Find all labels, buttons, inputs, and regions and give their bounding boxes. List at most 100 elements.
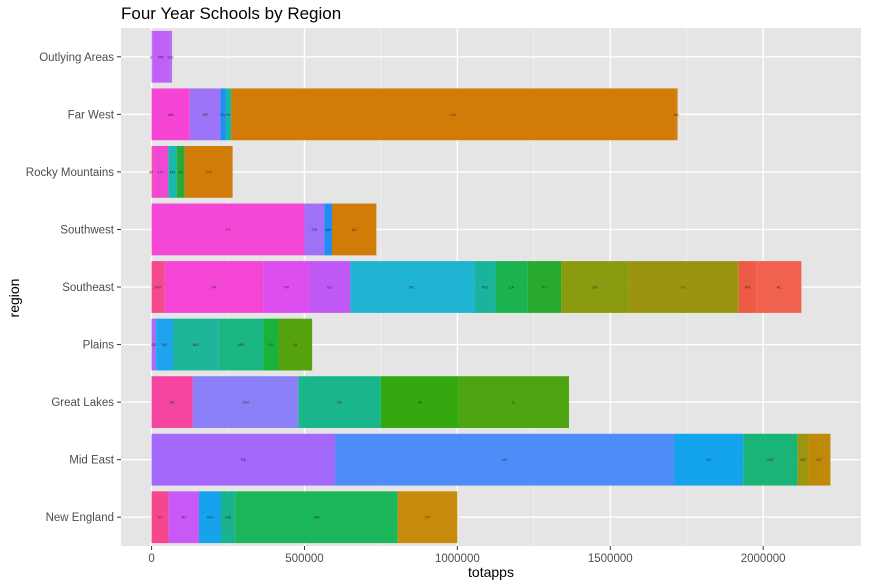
bar-segment	[674, 433, 744, 486]
bar-segment	[151, 30, 153, 83]
bar-segment-label: TN	[283, 285, 288, 290]
bar-segment	[263, 261, 310, 313]
bar-segment	[164, 261, 264, 313]
bar-segment-label: NH	[207, 515, 213, 520]
bar-segment	[263, 318, 279, 371]
y-tick-label: New England	[46, 512, 114, 524]
x-tick-label: 1500000	[588, 553, 633, 565]
bar-segment-label: AZ	[352, 227, 358, 232]
x-tick-label: 0	[148, 553, 154, 565]
bar-segment	[169, 30, 173, 83]
bar-segment	[561, 261, 629, 313]
y-tick-label: Mid East	[69, 455, 115, 467]
bar-segment-label: OR	[202, 112, 208, 117]
bar-segment-label: KS	[268, 342, 274, 347]
bar-segment	[756, 261, 802, 313]
bar-segment	[198, 491, 221, 544]
bar-segment-label: KY	[542, 285, 548, 290]
bar-segment	[808, 433, 831, 486]
bar-segment-label: DE	[800, 457, 806, 462]
bar-segment	[380, 376, 459, 429]
bar-segment-label: PA	[241, 457, 246, 462]
bar-segment	[235, 491, 398, 544]
bar-segment	[495, 261, 528, 313]
bar-segment	[156, 318, 173, 371]
bar-segment	[168, 491, 199, 544]
bar-segment	[335, 433, 675, 486]
bar-segment	[168, 145, 177, 198]
bar-segment-label: AR	[745, 285, 751, 290]
y-tick-label: Outlying Areas	[39, 52, 114, 64]
bar-segment-label: DC	[817, 457, 823, 462]
bar-segment-label: NM	[325, 227, 331, 232]
bar-segment-label: VI	[150, 54, 154, 59]
bar-segment	[172, 318, 219, 371]
bar-segment	[151, 261, 165, 313]
bar-segment-label: CO	[206, 169, 212, 174]
bar-segment-label: MA	[314, 515, 320, 520]
bar-segment	[350, 261, 475, 313]
y-tick-label: Southwest	[60, 224, 115, 236]
bar-segment	[220, 491, 236, 544]
bar-segment-label: TX	[225, 227, 230, 232]
bar-segment-label: NC	[409, 285, 415, 290]
x-tick-label: 2000000	[741, 553, 786, 565]
bar-segment	[218, 318, 264, 371]
bar-segment	[797, 433, 809, 486]
bar-segment-label: HI	[226, 112, 230, 117]
bar-segment	[151, 88, 190, 141]
y-tick-label: Plains	[83, 340, 115, 352]
bar-segment	[527, 261, 562, 313]
bar-segment-label: AK	[674, 112, 680, 117]
bar-segment-label: RI	[182, 515, 186, 520]
bar-segment-label: SD	[151, 342, 157, 347]
bar-segment-label: UT	[158, 169, 164, 174]
bar-segment-label: MT	[170, 169, 176, 174]
bar-segment	[176, 145, 185, 198]
bar-segment-label: FL	[681, 285, 686, 290]
bar-segment-label: NE	[162, 342, 168, 347]
bar-segment-label: MI	[337, 400, 341, 405]
bar-segment-label: MD	[767, 457, 773, 462]
bar-segment-label: WY	[149, 169, 156, 174]
bar-segment	[225, 88, 232, 141]
x-axis-label: totapps	[468, 564, 514, 580]
x-tick-label: 500000	[285, 553, 323, 565]
bar-segment	[309, 261, 351, 313]
bar-segment-label: OH	[243, 400, 249, 405]
bar-segment	[324, 203, 332, 256]
bar-segment-label: SC	[327, 285, 333, 290]
bar-segment	[738, 261, 757, 313]
bar-segment	[151, 318, 157, 371]
bar-segment	[184, 145, 233, 198]
bar-segment-label: ID	[179, 169, 183, 174]
bar-segment-label: VA	[211, 285, 216, 290]
bar-segment	[151, 145, 154, 198]
bar-segment	[153, 145, 169, 198]
bar-segment	[189, 88, 221, 141]
y-tick-label: Great Lakes	[51, 397, 114, 409]
bar-segment-label: WV	[155, 285, 162, 290]
bar-segment	[675, 88, 678, 141]
bar-segment-label: IL	[512, 400, 516, 405]
bar-segment	[151, 376, 193, 429]
bar-segment	[220, 88, 226, 141]
bar-segment	[458, 376, 569, 429]
bar-segment-label: CT	[425, 515, 431, 520]
bar-segment-label: WI	[170, 400, 175, 405]
bar-segment	[192, 376, 299, 429]
bar-segment-label: WA	[168, 112, 175, 117]
bar-segment-label: IA	[293, 342, 297, 347]
bar-segment-label: GA	[592, 285, 598, 290]
bar-segment-label: AL	[776, 285, 782, 290]
bar-segment	[152, 30, 170, 83]
bar-segment-label: IN	[418, 400, 422, 405]
x-tick-label: 1000000	[435, 553, 480, 565]
bar-segment	[231, 88, 676, 141]
bar-segment	[298, 376, 381, 429]
bar-segment	[151, 433, 336, 486]
chart-title: Four Year Schools by Region	[121, 4, 342, 23]
bar-segment	[397, 491, 458, 544]
bar-segment-label: GU	[168, 54, 174, 59]
